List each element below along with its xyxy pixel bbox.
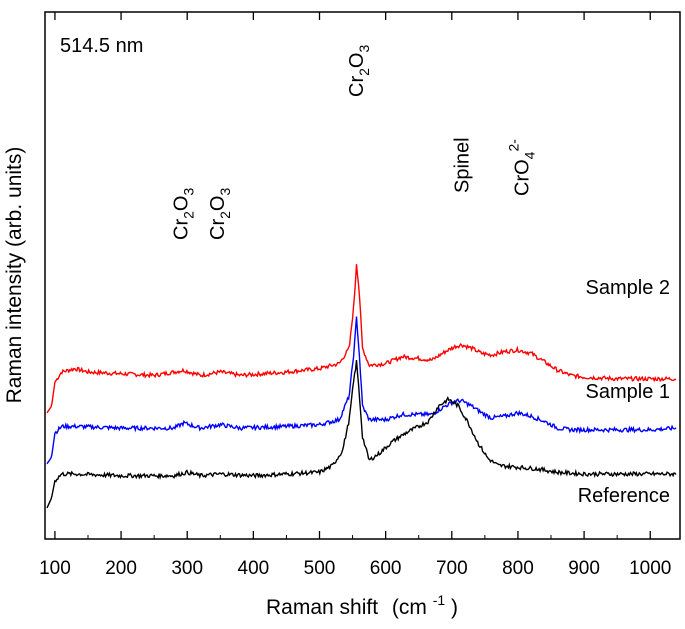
peak-annotation: Cr2O3 [207, 188, 233, 240]
wavelength-label: 514.5 nm [60, 35, 143, 57]
series-line-sample-2 [46, 264, 677, 414]
peak-annotation: Cr2O3 [171, 188, 197, 240]
series-line-sample-1 [46, 316, 677, 465]
series-line-reference [46, 360, 677, 509]
y-axis-label: Raman intensity (arb. units) [3, 147, 26, 404]
x-axis-label-unit: (cm [392, 596, 427, 619]
x-axis-ticks: 100 200 300 400 500 600 700 800 900 1000 [39, 12, 671, 579]
series-labels: Sample 2 Sample 1 Reference [578, 277, 670, 507]
peak-annotation: Cr2O3 [346, 45, 372, 97]
x-tick-label: 100 [39, 558, 71, 579]
series-lines [46, 264, 677, 509]
x-tick-label: 200 [105, 558, 137, 579]
x-tick-label: 300 [171, 558, 203, 579]
x-tick-label: 600 [370, 558, 402, 579]
peak-annotation: Spinel [452, 137, 474, 193]
x-tick-label: 900 [568, 558, 600, 579]
x-tick-label: 1000 [629, 558, 671, 579]
series-label: Sample 1 [586, 381, 671, 403]
series-label: Reference [578, 485, 670, 507]
series-label: Sample 2 [586, 277, 671, 299]
x-axis-label: Raman shift (cm -1 ) [266, 587, 458, 619]
x-axis-label-unit-sup: -1 [433, 592, 446, 608]
x-tick-label: 400 [238, 558, 270, 579]
x-tick-label: 500 [304, 558, 336, 579]
x-tick-label: 800 [502, 558, 534, 579]
x-tick-label: 700 [436, 558, 468, 579]
x-axis-label-unit-close: ) [451, 596, 458, 619]
plot-frame [44, 11, 681, 540]
x-axis-label-text: Raman shift [266, 596, 378, 619]
peak-annotations: Cr2O3 Cr2O3 Cr2O3 Spinel CrO42- [171, 45, 538, 240]
peak-annotation: CrO42- [505, 139, 537, 196]
